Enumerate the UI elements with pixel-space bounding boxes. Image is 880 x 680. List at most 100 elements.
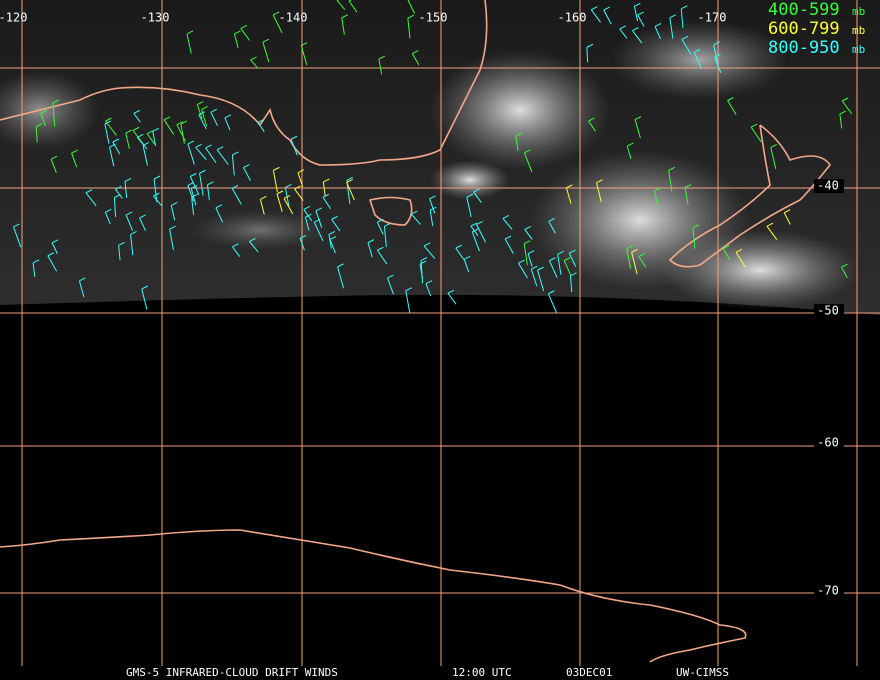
- wind-barb: [770, 143, 777, 170]
- wind-barb: [71, 149, 78, 168]
- wind-barb: [189, 173, 200, 196]
- wind-barb: [668, 166, 675, 192]
- wind-barb: [201, 106, 208, 127]
- wind-barb: [619, 25, 628, 39]
- wind-barb: [85, 189, 97, 207]
- wind-barb: [329, 236, 337, 254]
- wind-barb: [257, 118, 265, 133]
- wind-barb: [411, 50, 420, 66]
- legend-range: 400-599: [768, 0, 840, 20]
- wind-barb: [139, 214, 147, 232]
- wind-barb: [557, 250, 564, 275]
- wind-barb: [195, 143, 207, 160]
- label-bg: [814, 584, 844, 598]
- wind-barb: [473, 188, 482, 203]
- wind-barb: [259, 195, 267, 215]
- longitude-label: -160: [558, 11, 587, 25]
- latitude-label: -50: [817, 304, 839, 318]
- wind-barb: [105, 117, 117, 136]
- wind-barb: [476, 221, 487, 243]
- wind-barb: [537, 266, 545, 292]
- wind-barb: [199, 169, 206, 196]
- wind-barb: [517, 259, 528, 279]
- wind-barb: [315, 207, 323, 228]
- wind-barb: [523, 240, 531, 266]
- wind-barb: [713, 53, 722, 74]
- wind-barb: [565, 184, 573, 204]
- coastlines: [0, 0, 831, 663]
- wind-barb: [50, 155, 58, 174]
- wind-barb: [163, 116, 175, 135]
- wind-barb: [322, 178, 330, 197]
- wind-barb: [233, 30, 241, 48]
- wind-barb: [766, 222, 778, 241]
- wind-barb: [136, 133, 148, 150]
- wind-barb: [563, 257, 572, 276]
- wind-barb: [118, 241, 125, 261]
- wind-barb: [112, 138, 121, 155]
- wind-barb: [631, 248, 638, 275]
- longitude-label: -140: [279, 11, 308, 25]
- wind-barb: [346, 178, 355, 201]
- wind-barb: [680, 5, 688, 28]
- wind-barb: [125, 211, 134, 231]
- wind-barb: [231, 184, 242, 205]
- wind-barbs: [12, 0, 853, 314]
- wind-barb: [405, 287, 413, 314]
- latitude-label: -60: [817, 436, 839, 450]
- wind-barb: [502, 214, 513, 230]
- wind-barb: [224, 114, 232, 131]
- wind-barb: [681, 35, 692, 55]
- legend-unit: mb: [852, 24, 865, 37]
- wind-barb: [419, 260, 427, 279]
- wind-barb: [47, 252, 58, 272]
- wind-barb: [383, 222, 391, 248]
- wind-barb: [527, 250, 535, 267]
- wind-barb: [250, 56, 259, 69]
- longitude-label: -150: [419, 11, 448, 25]
- wind-barb: [78, 277, 86, 298]
- wind-barb: [180, 120, 188, 144]
- legend-range: 800-950: [768, 38, 840, 58]
- wind-barb: [337, 263, 345, 289]
- wind-barb: [104, 208, 112, 225]
- wind-barb: [626, 142, 634, 159]
- wind-barb: [471, 228, 480, 252]
- wind-barb: [331, 215, 341, 232]
- wind-barb: [152, 192, 163, 207]
- wind-barb: [328, 230, 336, 249]
- wind-barb: [407, 0, 415, 14]
- wind-barb: [125, 129, 132, 149]
- wind-barb: [429, 195, 436, 214]
- label-bg: [814, 179, 844, 193]
- wind-barb: [187, 140, 195, 165]
- wind-barb: [276, 190, 284, 212]
- wind-barb: [504, 235, 514, 254]
- wind-barb: [429, 206, 437, 227]
- wind-barb: [693, 48, 703, 69]
- wind-barb: [387, 274, 395, 295]
- footer-text: 03DEC01: [566, 666, 612, 679]
- wind-barb: [376, 246, 388, 265]
- wind-barb: [153, 175, 161, 203]
- wind-barb: [653, 187, 661, 206]
- latitude-label: -70: [817, 584, 839, 598]
- wind-barb: [638, 253, 647, 268]
- longitude-label: -170: [698, 11, 727, 25]
- wind-barb: [216, 146, 229, 166]
- footer-text: GMS-5 INFRARED-CLOUD DRIFT WINDS: [126, 666, 338, 679]
- wind-barb: [783, 209, 791, 225]
- wind-barb: [190, 185, 198, 206]
- wind-barb: [669, 14, 677, 39]
- wind-barb: [735, 248, 746, 268]
- wind-barb: [272, 166, 280, 193]
- footer-bg: [0, 666, 880, 680]
- wind-barb: [133, 109, 141, 123]
- wind-barb: [115, 185, 123, 199]
- wind-barb: [632, 27, 643, 44]
- wind-barb: [215, 204, 224, 223]
- wind-barb: [568, 249, 577, 267]
- wind-barb: [376, 218, 384, 235]
